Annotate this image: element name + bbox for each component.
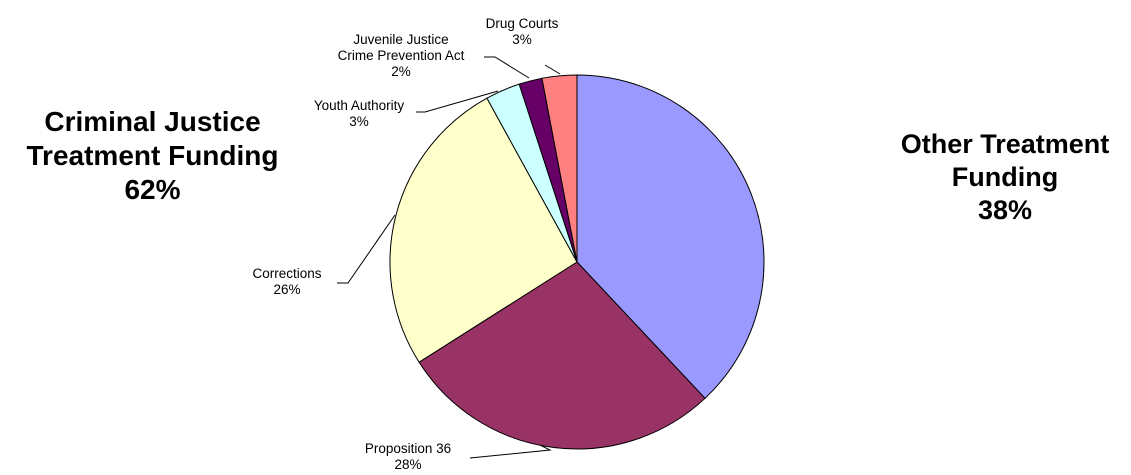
leader-line-proposition-36 bbox=[469, 444, 552, 459]
leader-line-youth-authority bbox=[416, 90, 499, 113]
pie-slice-other-treatment-funding bbox=[576, 74, 765, 400]
leader-line-drug-courts bbox=[544, 64, 561, 75]
pie-slice-proposition-36 bbox=[418, 261, 706, 450]
slice-label-corrections: Corrections 26% bbox=[252, 266, 321, 297]
leader-line-corrections bbox=[337, 214, 396, 284]
criminal-justice-group-label: Criminal Justice Treatment Funding 62% bbox=[0, 105, 305, 207]
other-treatment-line2: Funding bbox=[951, 162, 1059, 192]
pie-slices bbox=[389, 74, 765, 450]
pie-slice-corrections bbox=[389, 97, 578, 363]
other-treatment-group-label: Other Treatment Funding 38% bbox=[875, 128, 1131, 227]
leader-line-juvenile-justice-crime-prevention-act bbox=[484, 56, 530, 79]
criminal-justice-line2: Treatment Funding bbox=[26, 140, 279, 171]
slice-label-drug-courts: Drug Courts 3% bbox=[486, 16, 559, 47]
criminal-justice-percent: 62% bbox=[124, 174, 181, 205]
slice-label-youth-authority: Youth Authority 3% bbox=[314, 98, 405, 129]
pie-slice-drug-courts bbox=[541, 74, 578, 263]
other-treatment-percent: 38% bbox=[977, 195, 1033, 225]
criminal-justice-line1: Criminal Justice bbox=[44, 106, 261, 137]
slice-labels: Proposition 36 28% Corrections 26% Youth Aut… bbox=[252, 16, 558, 472]
other-treatment-line1: Other Treatment bbox=[900, 129, 1110, 159]
leader-lines bbox=[337, 56, 561, 459]
slice-label-proposition-36: Proposition 36 28% bbox=[365, 441, 451, 472]
slice-label-juvenile-justice-crime-prevention-act: Juvenile Justice Crime Prevention Act 2% bbox=[338, 32, 465, 79]
